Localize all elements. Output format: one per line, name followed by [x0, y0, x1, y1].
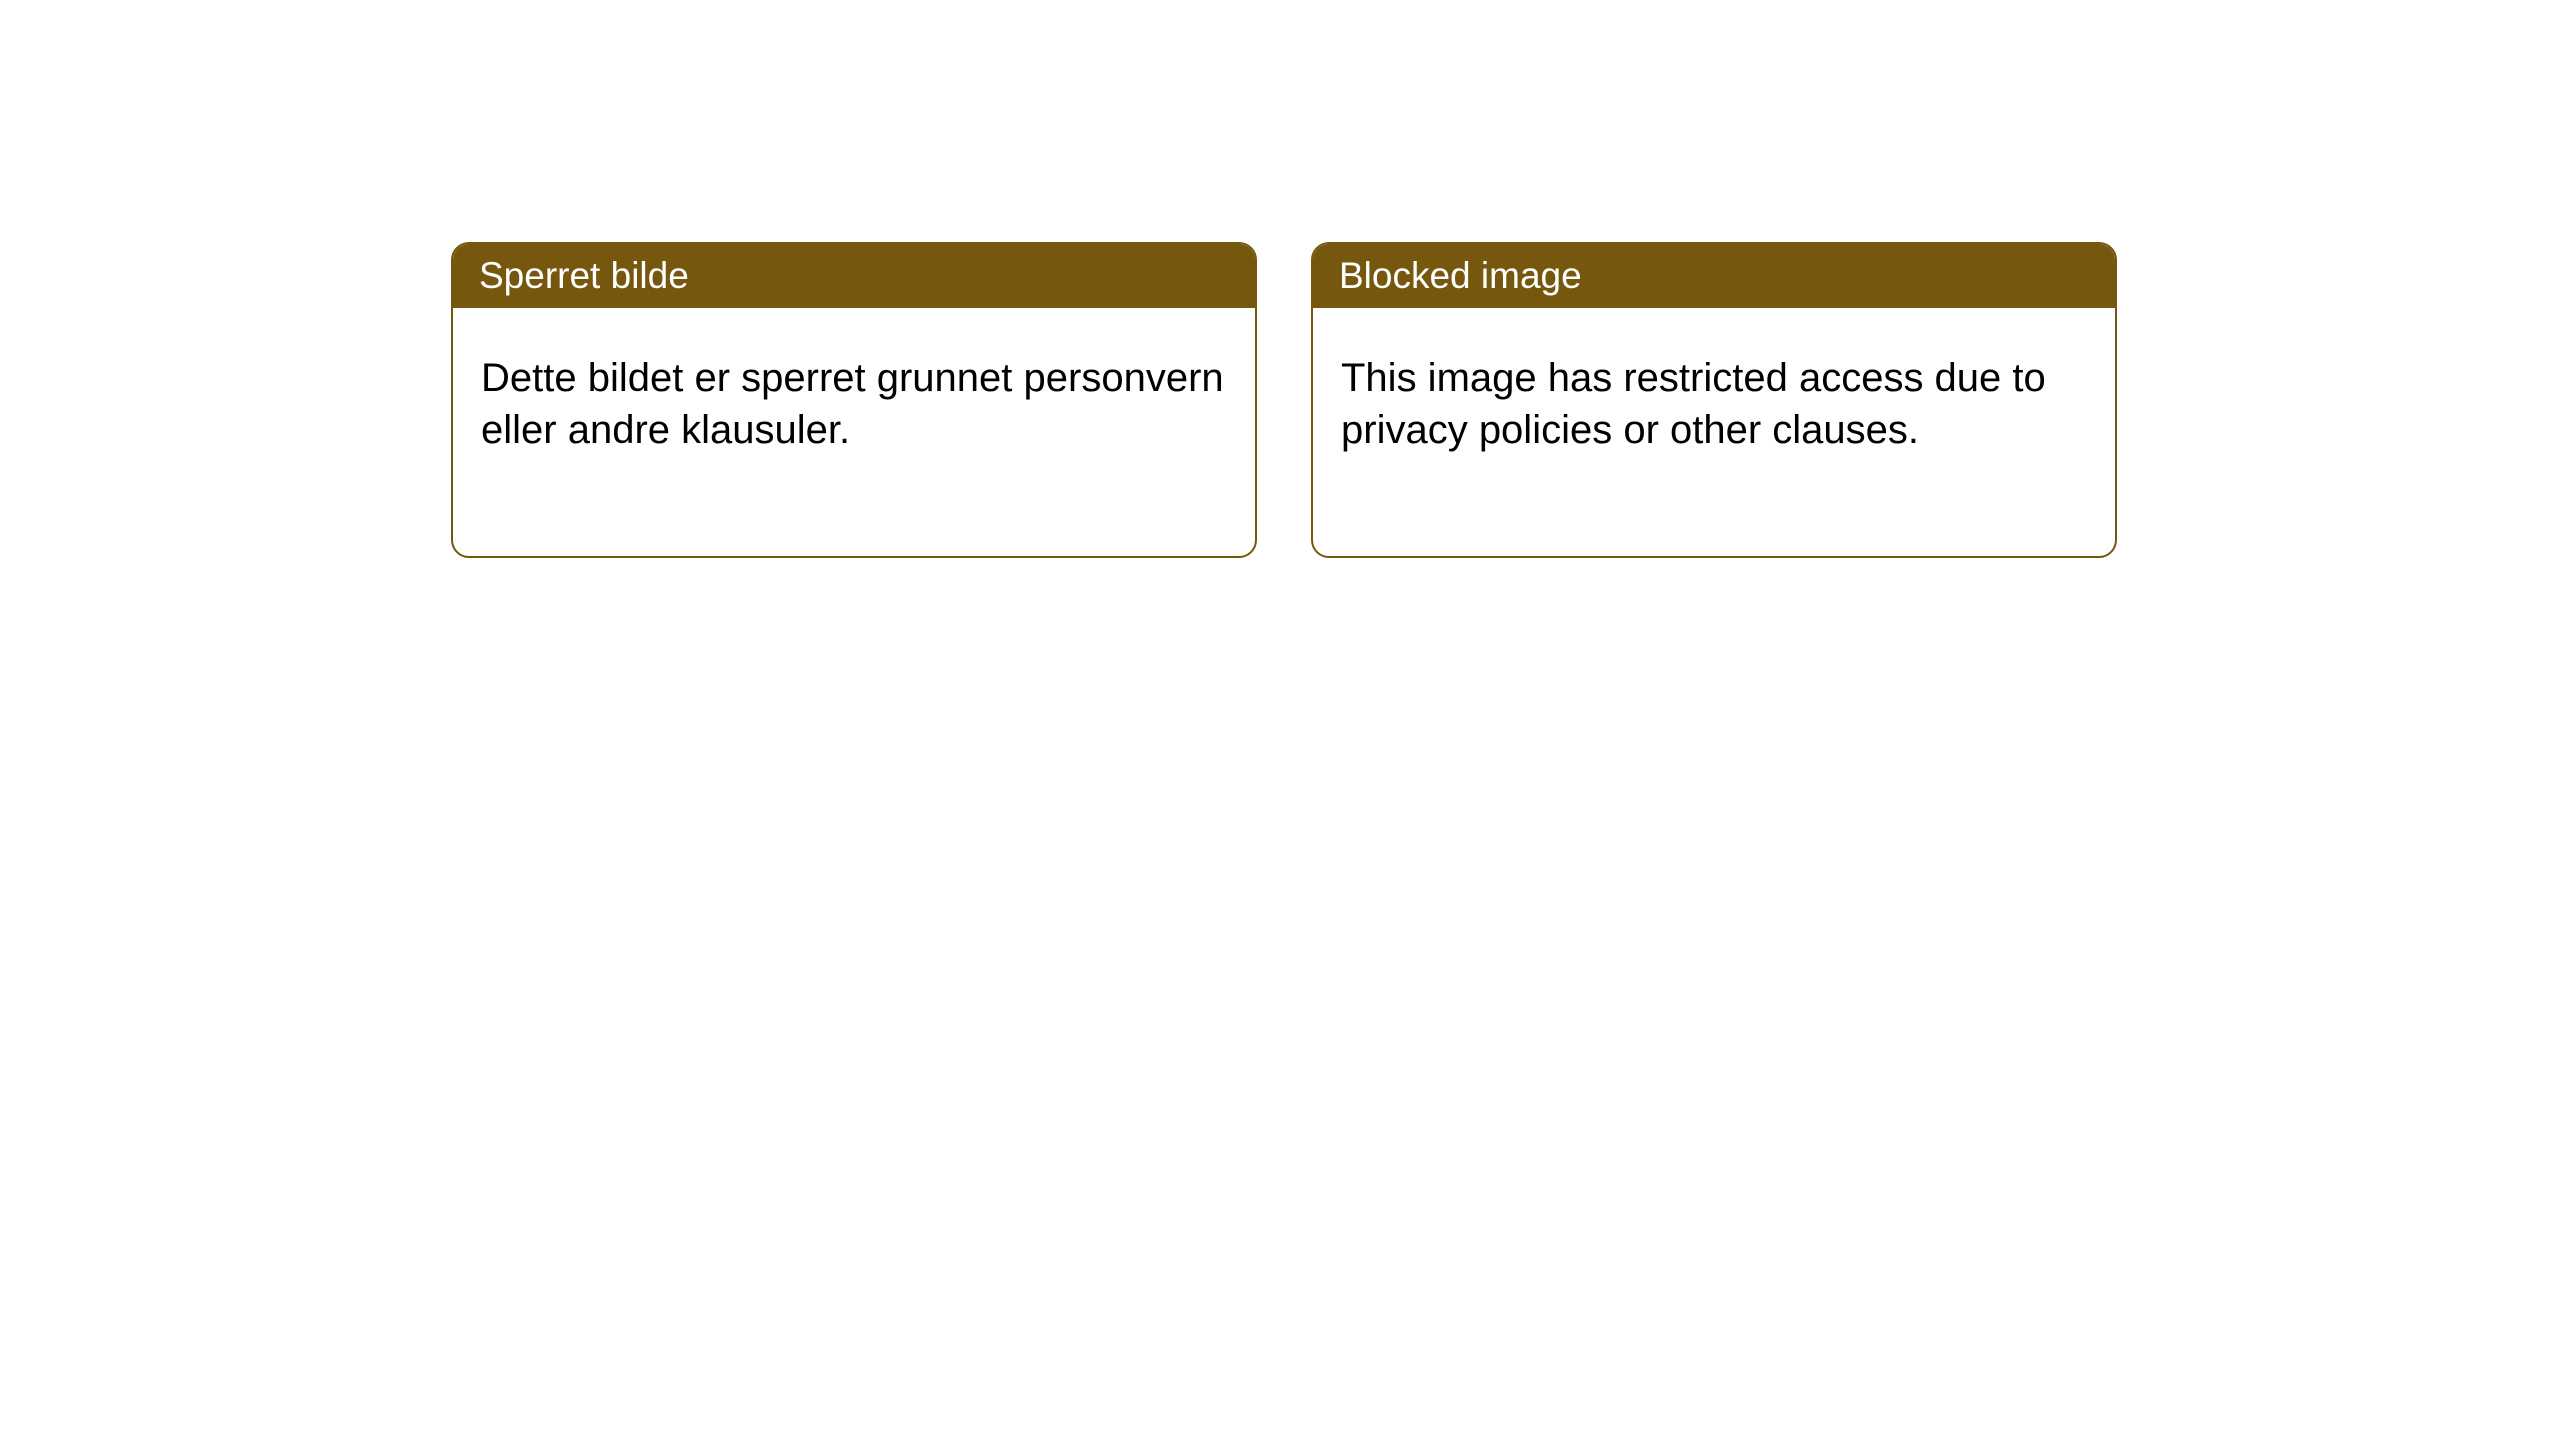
card-title: Sperret bilde [479, 255, 689, 296]
card-body-text: This image has restricted access due to … [1341, 356, 2046, 452]
card-body-text: Dette bildet er sperret grunnet personve… [481, 356, 1224, 452]
card-body: This image has restricted access due to … [1313, 308, 2115, 556]
card-header: Sperret bilde [453, 244, 1255, 308]
notice-cards-container: Sperret bilde Dette bildet er sperret gr… [451, 242, 2560, 558]
notice-card-norwegian: Sperret bilde Dette bildet er sperret gr… [451, 242, 1257, 558]
card-header: Blocked image [1313, 244, 2115, 308]
card-body: Dette bildet er sperret grunnet personve… [453, 308, 1255, 556]
card-title: Blocked image [1339, 255, 1582, 296]
notice-card-english: Blocked image This image has restricted … [1311, 242, 2117, 558]
